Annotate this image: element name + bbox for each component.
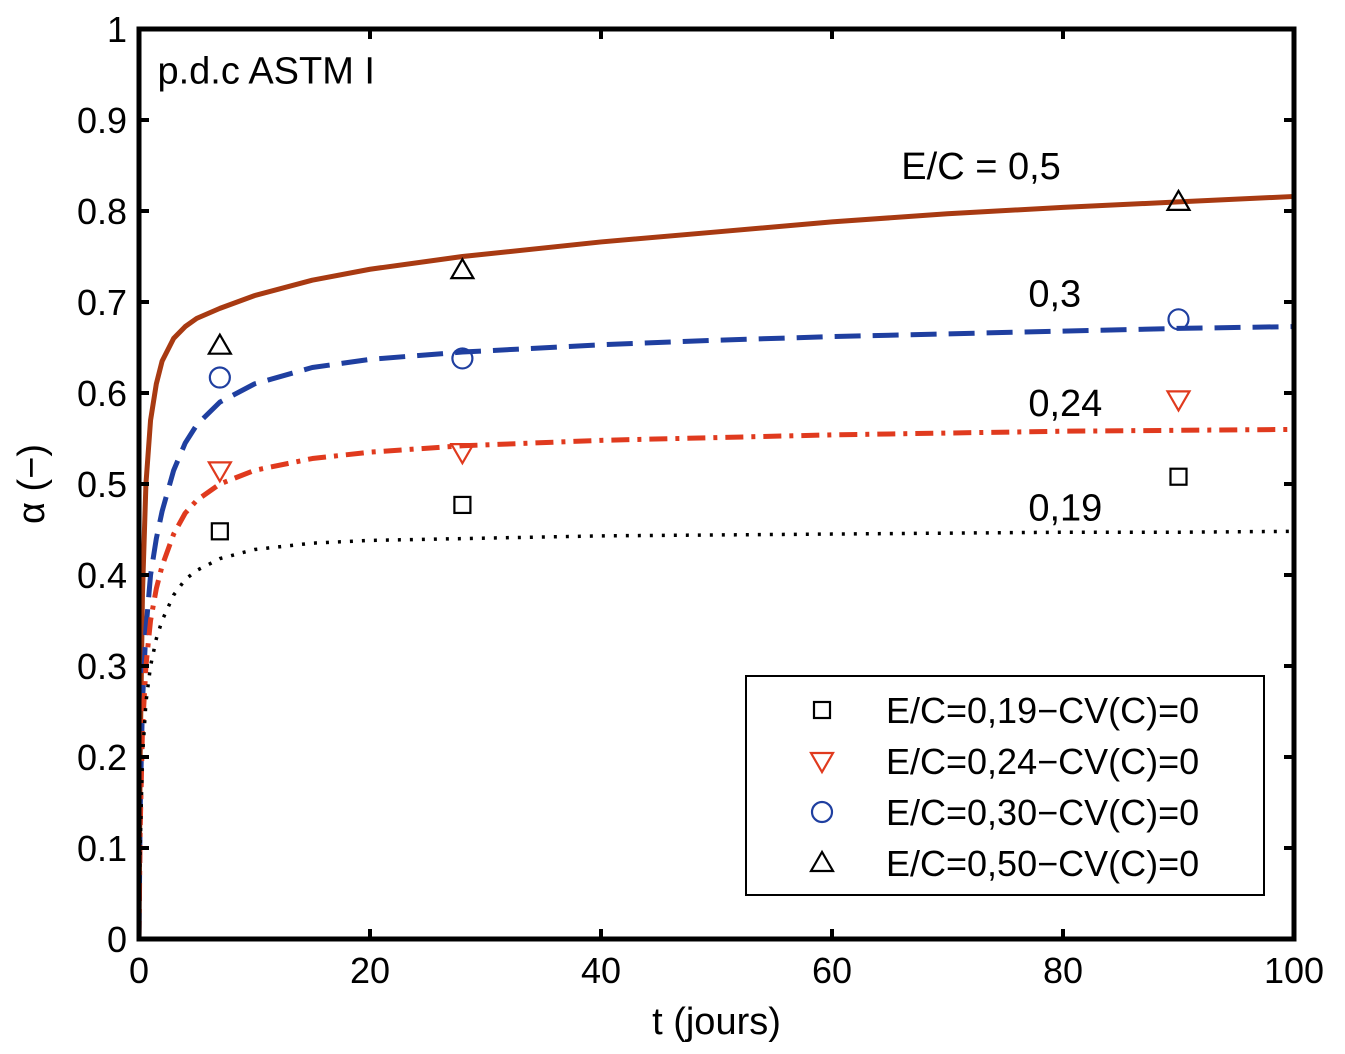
y-tick-label: 0.4: [77, 555, 127, 596]
data-point-circle-e-c-0-30-cv-c-0: [1167, 308, 1190, 331]
series-line-0-24-dashdot: [136, 426, 1295, 940]
data-point-triangle-up-e-c-0-50-cv-c-0: [206, 332, 233, 355]
legend-entry-label: E/C=0,19−CV(C)=0: [886, 690, 1199, 731]
legend-circle-icon: [810, 800, 834, 824]
legend-box: [745, 675, 1265, 896]
annotation-e-c-0-5: E/C = 0,5: [901, 146, 1060, 188]
y-axis-label: α (−): [11, 444, 53, 524]
annotation-0-3: 0,3: [1028, 274, 1081, 316]
legend-entry-label: E/C=0,50−CV(C)=0: [886, 843, 1199, 884]
data-point-square-e-c-0-19-cv-c-0: [1169, 467, 1188, 486]
legend-triangle-down-icon: [809, 751, 835, 775]
data-point-triangle-down-e-c-0-24-cv-c-0: [449, 443, 476, 466]
series-layer: [136, 193, 1295, 940]
x-tick-label: 60: [812, 950, 852, 991]
x-tick-label: 0: [129, 950, 149, 991]
y-tick-label: 0.3: [77, 646, 127, 687]
y-tick-label: 0.6: [77, 373, 127, 414]
x-tick-label: 20: [350, 950, 390, 991]
legend-entry-label: E/C=0,24−CV(C)=0: [886, 741, 1199, 782]
annotation-0-24: 0,24: [1028, 383, 1102, 425]
x-tick-label: 40: [581, 950, 621, 991]
y-tick-label: 1: [107, 9, 127, 50]
data-point-square-e-c-0-19-cv-c-0: [453, 495, 472, 515]
data-point-triangle-down-e-c-0-24-cv-c-0: [1165, 390, 1192, 413]
x-axis-label: t (jours): [652, 1001, 781, 1043]
y-tick-label: 0.5: [77, 464, 127, 505]
annotation-p-d-c-astm-i: p.d.c ASTM I: [157, 51, 375, 93]
data-point-circle-e-c-0-30-cv-c-0: [451, 347, 474, 370]
data-point-triangle-up-e-c-0-50-cv-c-0: [1165, 188, 1192, 211]
marker-layer: [206, 188, 1192, 541]
legend: E/C=0,19−CV(C)=0 E/C=0,24−CV(C)=0 E/C=0,30…: [745, 675, 1265, 896]
y-tick-label: 0.1: [77, 828, 127, 869]
y-tick-label: 0.7: [77, 282, 127, 323]
series-line-e-c-0-5-solid: [136, 193, 1295, 940]
data-point-square-e-c-0-19-cv-c-0: [210, 522, 229, 541]
data-point-circle-e-c-0-30-cv-c-0: [208, 366, 231, 389]
y-tick-label: 0.2: [77, 737, 127, 778]
data-point-triangle-up-e-c-0-50-cv-c-0: [449, 256, 476, 280]
data-point-triangle-down-e-c-0-24-cv-c-0: [206, 461, 233, 484]
legend-square-icon: [812, 700, 832, 720]
legend-entry-label: E/C=0,30−CV(C)=0: [886, 792, 1199, 833]
x-tick-label: 100: [1264, 950, 1324, 991]
annotation-0-19: 0,19: [1028, 487, 1102, 529]
tick-layer: 0 20 40 60 80 100 0 0.1 0.2 0.3 0.4 0.5 0.6 0.7 0.8 0.9…: [77, 9, 1324, 991]
legend-triangle-up-icon: [809, 849, 835, 873]
annotation-layer: p.d.c ASTM I E/C = 0,5 0,3 0,24 0,19: [157, 51, 1102, 530]
series-line-0-3-dashed: [136, 324, 1295, 940]
y-tick-label: 0.8: [77, 191, 127, 232]
x-tick-label: 80: [1043, 950, 1083, 991]
y-tick-label: 0.9: [77, 100, 127, 141]
y-tick-label: 0: [107, 919, 127, 960]
